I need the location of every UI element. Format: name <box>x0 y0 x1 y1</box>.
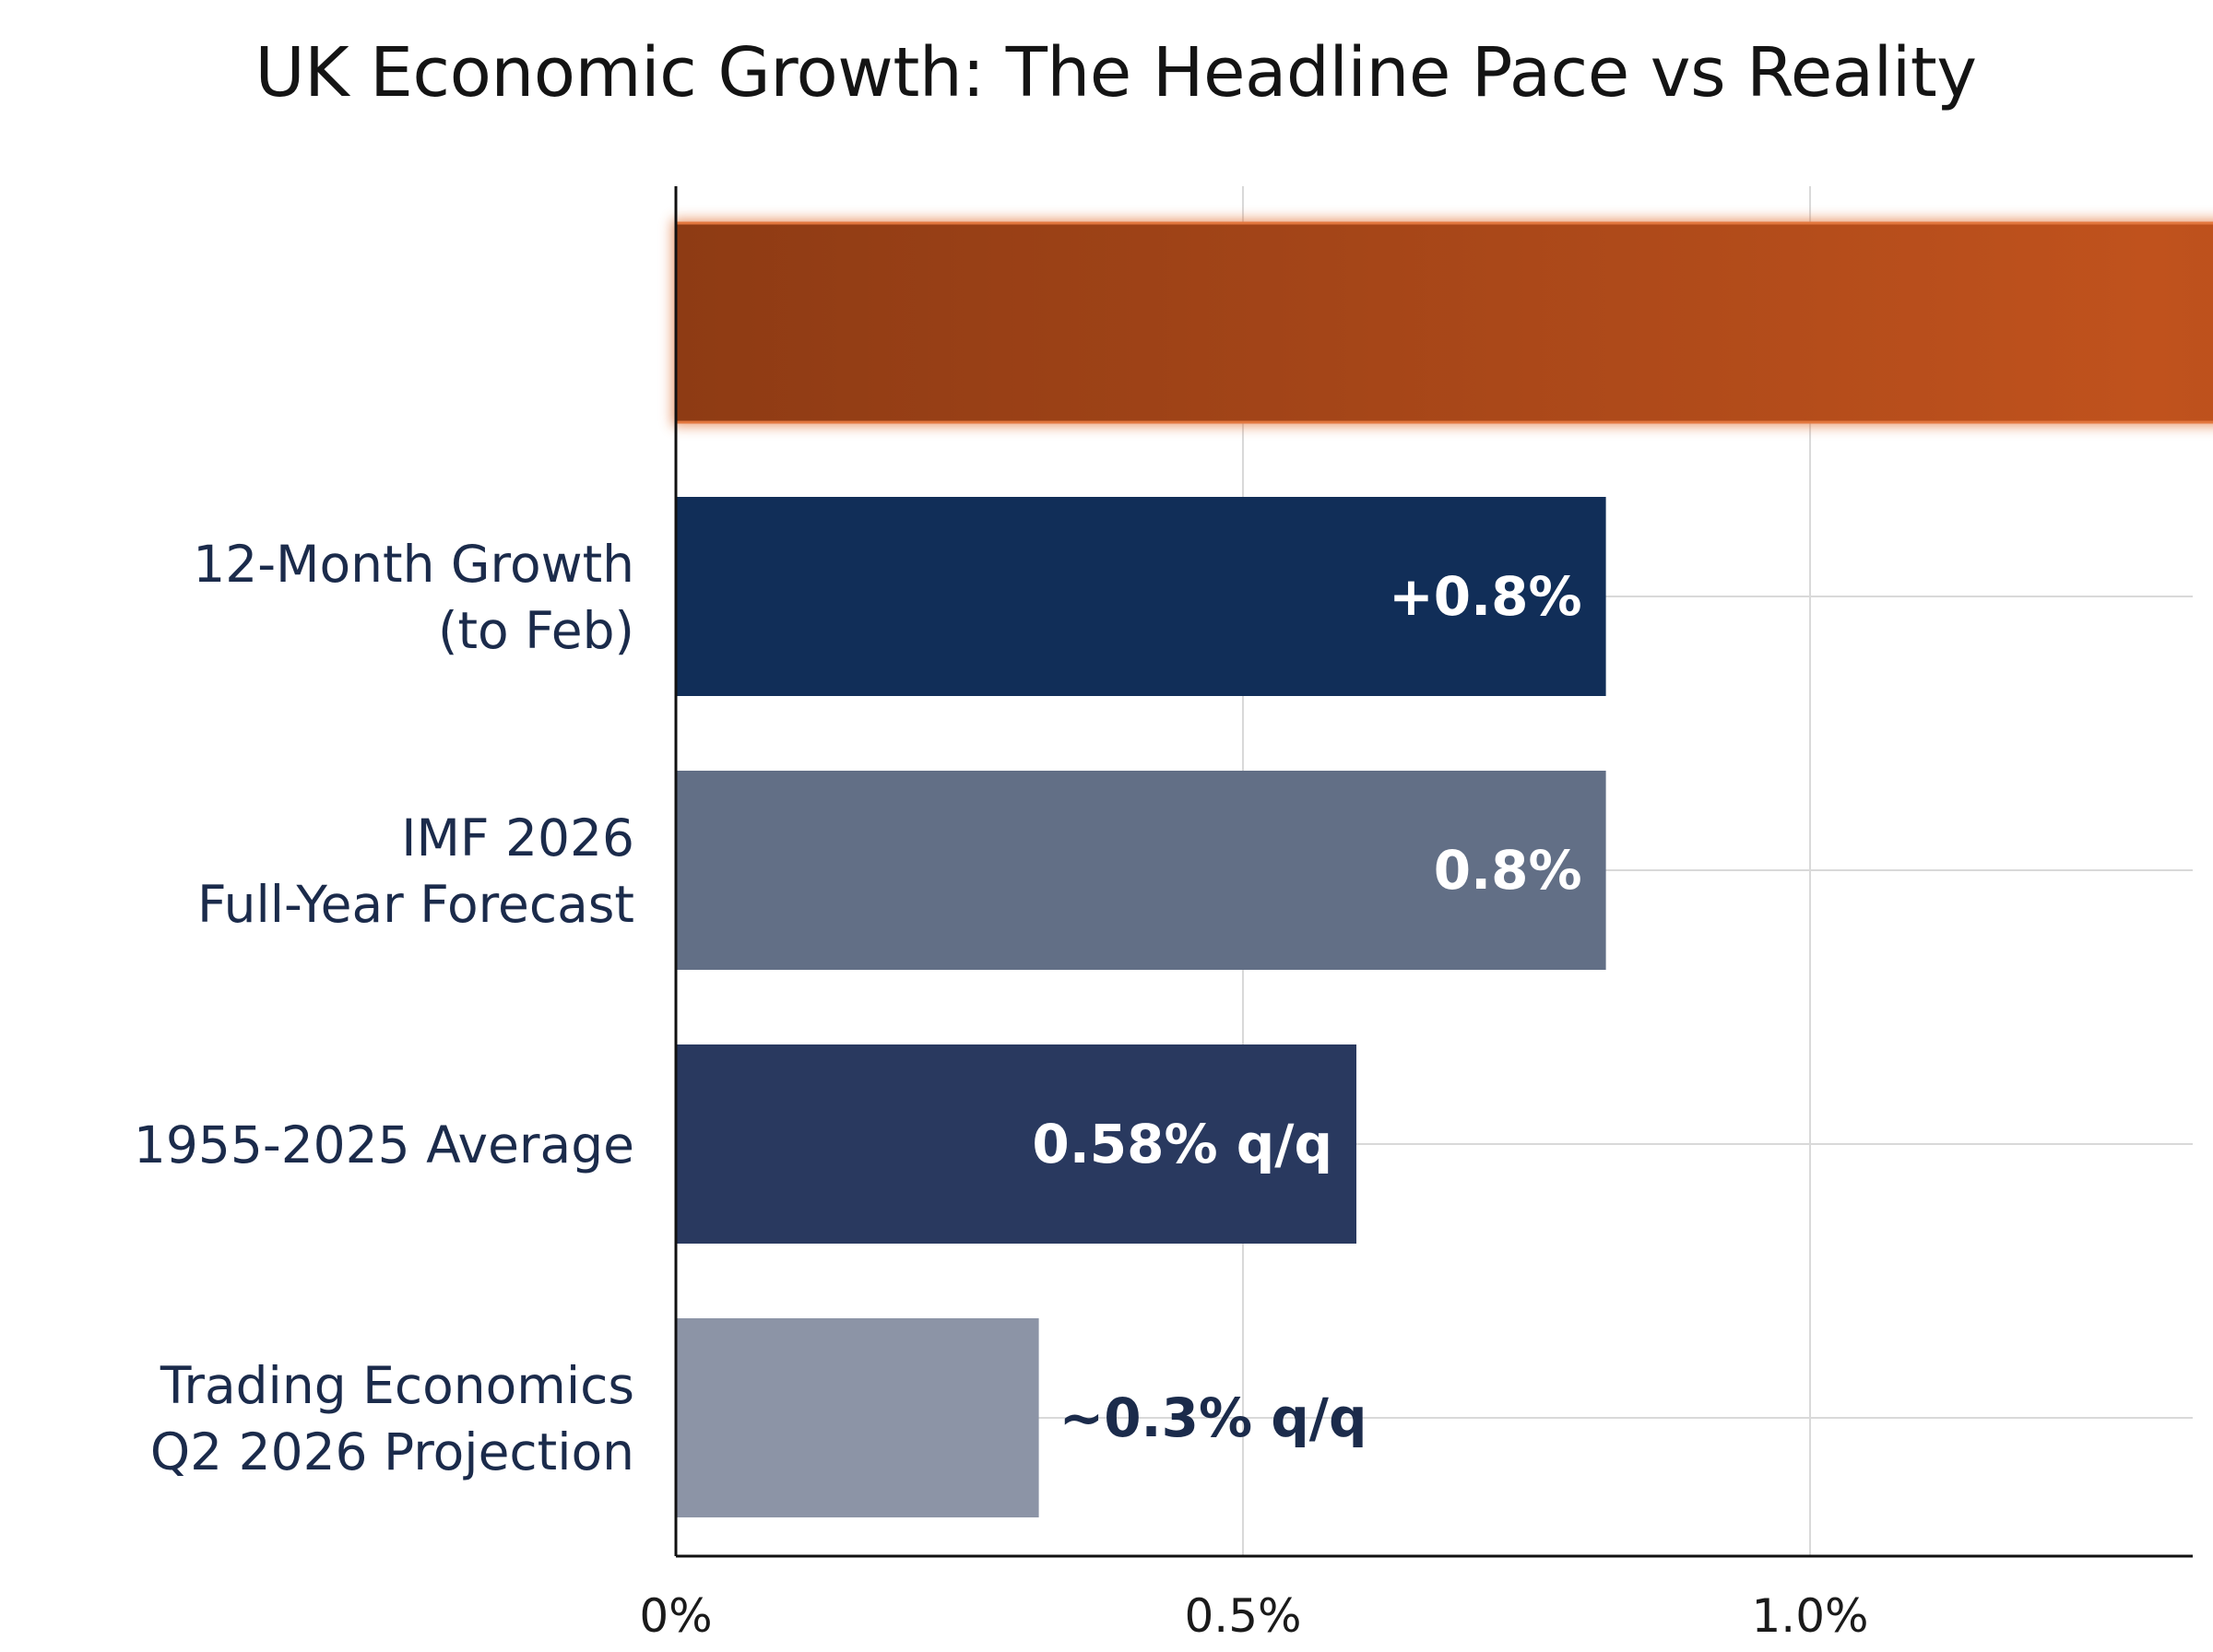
labels: 0%0.5%1.0%1.5%2.0%2.5%2.5%Q1 2026 Annual… <box>134 535 1869 1643</box>
category-label: Trading Economics Q2 2026 Projection <box>150 1356 634 1481</box>
bar <box>676 1044 1356 1244</box>
bar-value-label: ~0.3% q/q <box>1059 1386 1367 1449</box>
bar <box>676 497 1606 696</box>
bar <box>676 771 1606 970</box>
bar-headline <box>674 221 2213 424</box>
bars <box>672 219 2213 1517</box>
x-tick-label: 0.5% <box>1184 1589 1301 1643</box>
x-tick-label: 0% <box>639 1589 712 1643</box>
bar-value-label: 0.8% <box>1434 839 1582 902</box>
axes <box>674 186 2193 1558</box>
bar-value-label: 0.58% q/q <box>1032 1113 1332 1175</box>
category-label: 12-Month Growth (to Feb) <box>193 535 634 660</box>
x-tick-label: 1.0% <box>1751 1589 1868 1643</box>
bar-value-label: +0.8% <box>1389 565 1581 628</box>
bar <box>676 1318 1039 1517</box>
category-label: 1955-2025 Average <box>134 1115 634 1174</box>
chart-title: UK Economic Growth: The Headline Pace vs… <box>254 33 1977 112</box>
category-label: IMF 2026 Full-Year Forecast <box>197 808 634 934</box>
